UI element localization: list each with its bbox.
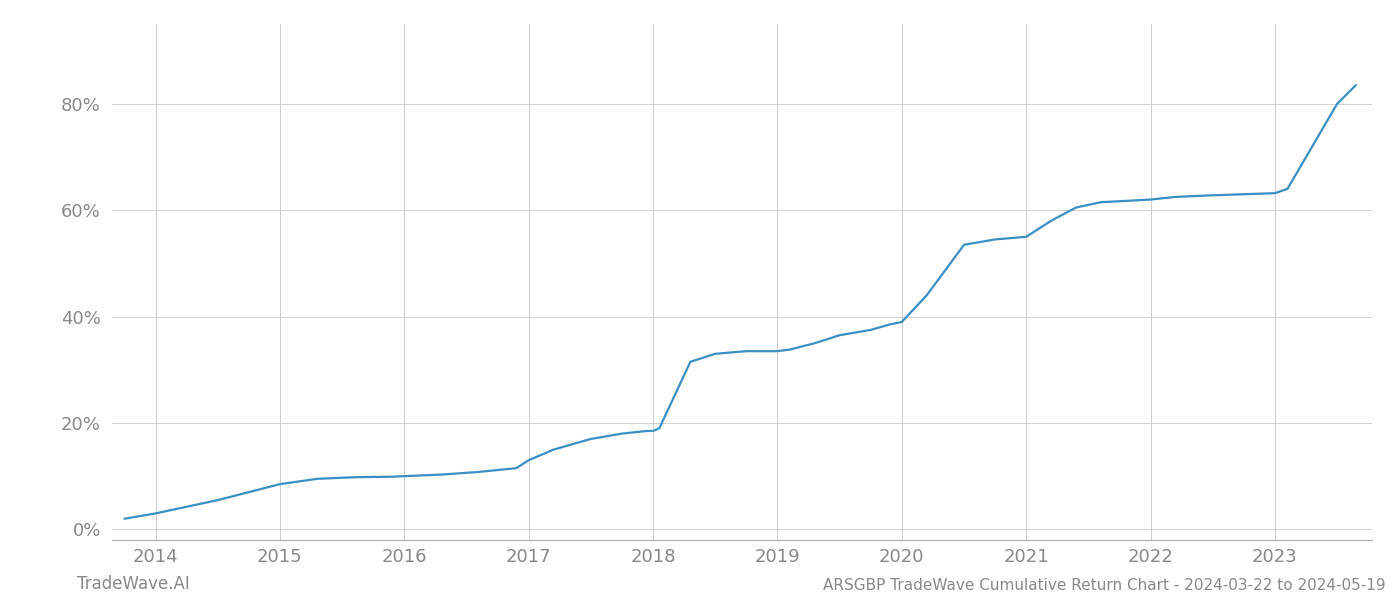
Text: TradeWave.AI: TradeWave.AI [77,575,190,593]
Text: ARSGBP TradeWave Cumulative Return Chart - 2024-03-22 to 2024-05-19: ARSGBP TradeWave Cumulative Return Chart… [823,578,1386,593]
